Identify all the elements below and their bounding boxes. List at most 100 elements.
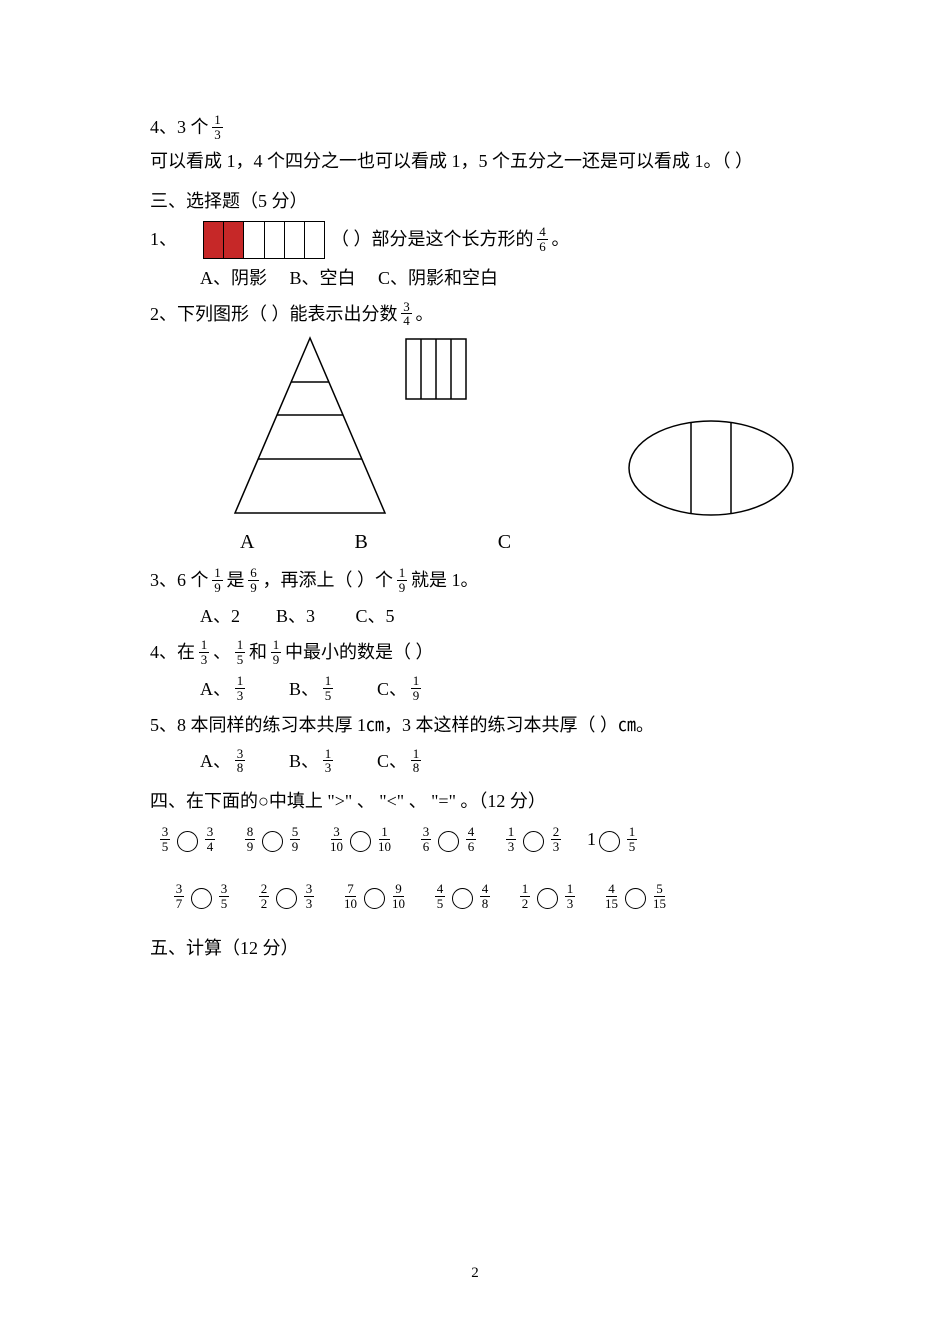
section-4-title: 四、在下面的○中填上 ">" 、 "<" 、 "=" 。（12 分） bbox=[150, 784, 810, 818]
q3-tail: 就是 1。 bbox=[411, 563, 479, 597]
section-5-title: 五、计算（12 分） bbox=[150, 931, 810, 965]
rect-cell bbox=[284, 222, 304, 258]
frac: 35 bbox=[217, 882, 231, 910]
compare-item: 310110 bbox=[326, 825, 395, 853]
tf4-prefix: 4、3 个 bbox=[150, 110, 209, 144]
q4-optB: B、 bbox=[289, 672, 319, 706]
frac: 15 bbox=[625, 825, 639, 853]
compare-item: 4548 bbox=[431, 882, 494, 910]
frac: 59 bbox=[288, 825, 302, 853]
tf4-rest: 可以看成 1，4 个四分之一也可以看成 1，5 个五分之一还是可以看成 1。（ … bbox=[150, 144, 753, 178]
frac: 13 bbox=[233, 674, 247, 702]
frac: 37 bbox=[172, 882, 186, 910]
q1-after: （ ）部分是这个长方形的 bbox=[331, 222, 534, 256]
compare-item: 35 34 bbox=[156, 825, 219, 853]
q2-shapes bbox=[150, 333, 810, 523]
frac-4-6: 46 bbox=[536, 225, 550, 253]
q2-line: 2、下列图形（ ）能表示出分数 bbox=[150, 297, 398, 331]
compare-circle bbox=[523, 831, 544, 852]
compare-circle bbox=[438, 831, 459, 852]
q3-lead: 3、6 个 bbox=[150, 563, 209, 597]
q4-sep2: 和 bbox=[249, 635, 267, 669]
label-b: B bbox=[354, 523, 367, 561]
compare-item: 22 33 bbox=[255, 882, 318, 910]
rect-cell bbox=[204, 222, 223, 258]
mc-q3: 3、6 个 19 是 69 ，再添上（ ）个 19 就是 1。 bbox=[150, 563, 810, 597]
q4-optA: A、 bbox=[200, 672, 231, 706]
frac: 19 bbox=[395, 566, 409, 594]
frac: 15 bbox=[233, 638, 247, 666]
compare-circle bbox=[191, 888, 212, 909]
compare-item: 415515 bbox=[601, 882, 670, 910]
frac: 69 bbox=[247, 566, 261, 594]
frac: 38 bbox=[233, 747, 247, 775]
section-3-title: 三、选择题（5 分） bbox=[150, 184, 810, 218]
frac: 13 bbox=[321, 747, 335, 775]
compare-left-text: 1 bbox=[587, 822, 596, 856]
q4-sep1: 、 bbox=[213, 635, 231, 669]
mc-q1: 1、 （ ）部分是这个长方形的 46 。 bbox=[150, 221, 810, 259]
q1-period: 。 bbox=[552, 222, 570, 256]
frac: 35 bbox=[158, 825, 172, 853]
q2-period: 。 bbox=[416, 297, 434, 331]
frac: 22 bbox=[257, 882, 271, 910]
frac: 310 bbox=[328, 825, 345, 853]
triangle-shape bbox=[230, 333, 390, 518]
mc-q5: 5、8 本同样的练习本共厚 1㎝，3 本这样的练习本共厚（ ）㎝。 bbox=[150, 708, 810, 742]
frac: 515 bbox=[651, 882, 668, 910]
compare-circle bbox=[599, 831, 620, 852]
frac: 15 bbox=[321, 674, 335, 702]
q4-optC: C、 bbox=[377, 672, 407, 706]
frac: 23 bbox=[549, 825, 563, 853]
rect-cell bbox=[223, 222, 243, 258]
compare-item: 13 23 bbox=[502, 825, 565, 853]
frac: 19 bbox=[211, 566, 225, 594]
compare-row-2: 37 35 22 33 710 910 4548 12 13 415515 bbox=[150, 882, 810, 910]
compare-circle bbox=[537, 888, 558, 909]
frac: 19 bbox=[269, 638, 283, 666]
compare-circle bbox=[350, 831, 371, 852]
rect-cell bbox=[264, 222, 284, 258]
compare-item: 8959 bbox=[241, 825, 304, 853]
mc-q2: 2、下列图形（ ）能表示出分数 34 。 bbox=[150, 297, 810, 331]
compare-circle bbox=[177, 831, 198, 852]
frac: 12 bbox=[518, 882, 532, 910]
compare-circle bbox=[625, 888, 646, 909]
frac: 710 bbox=[342, 882, 359, 910]
frac: 48 bbox=[478, 882, 492, 910]
compare-item: 12 13 bbox=[516, 882, 579, 910]
frac: 33 bbox=[302, 882, 316, 910]
q5-optC: C、 bbox=[377, 744, 407, 778]
rect-cell bbox=[243, 222, 263, 258]
q4-options: A、 13 B、 15 C、 19 bbox=[150, 672, 810, 706]
page-content: 4、3 个 13 可以看成 1，4 个四分之一也可以看成 1，5 个五分之一还是… bbox=[150, 110, 810, 967]
q5-options: A、 38 B、 13 C、 18 bbox=[150, 744, 810, 778]
page-number: 2 bbox=[0, 1265, 950, 1282]
square-shape bbox=[405, 338, 467, 400]
frac: 19 bbox=[409, 674, 423, 702]
q5-optB: B、 bbox=[289, 744, 319, 778]
q3-mid1: 是 bbox=[227, 563, 245, 597]
compare-item: 3646 bbox=[417, 825, 480, 853]
frac: 910 bbox=[390, 882, 407, 910]
compare-circle bbox=[364, 888, 385, 909]
q4-tail: 中最小的数是（ ） bbox=[285, 635, 434, 669]
compare-row-1: 35 34 8959 310110 3646 13 23 1 15 bbox=[150, 822, 810, 856]
frac: 34 bbox=[203, 825, 217, 853]
compare-circle bbox=[262, 831, 283, 852]
compare-item: 1 15 bbox=[587, 822, 641, 856]
q3-options: A、2 B、3 C、5 bbox=[150, 599, 810, 633]
q1-options: A、阴影 B、空白 C、阴影和空白 bbox=[150, 261, 810, 295]
frac-1-3: 13 bbox=[211, 113, 225, 141]
frac: 36 bbox=[419, 825, 433, 853]
frac: 13 bbox=[563, 882, 577, 910]
frac: 18 bbox=[409, 747, 423, 775]
frac: 13 bbox=[504, 825, 518, 853]
compare-item: 37 35 bbox=[170, 882, 233, 910]
label-a: A bbox=[240, 523, 254, 561]
compare-item: 710 910 bbox=[340, 882, 409, 910]
rect-cell bbox=[304, 222, 324, 258]
frac: 13 bbox=[197, 638, 211, 666]
mc-q4: 4、在 13 、 15 和 19 中最小的数是（ ） bbox=[150, 635, 810, 669]
label-c: C bbox=[498, 523, 511, 561]
